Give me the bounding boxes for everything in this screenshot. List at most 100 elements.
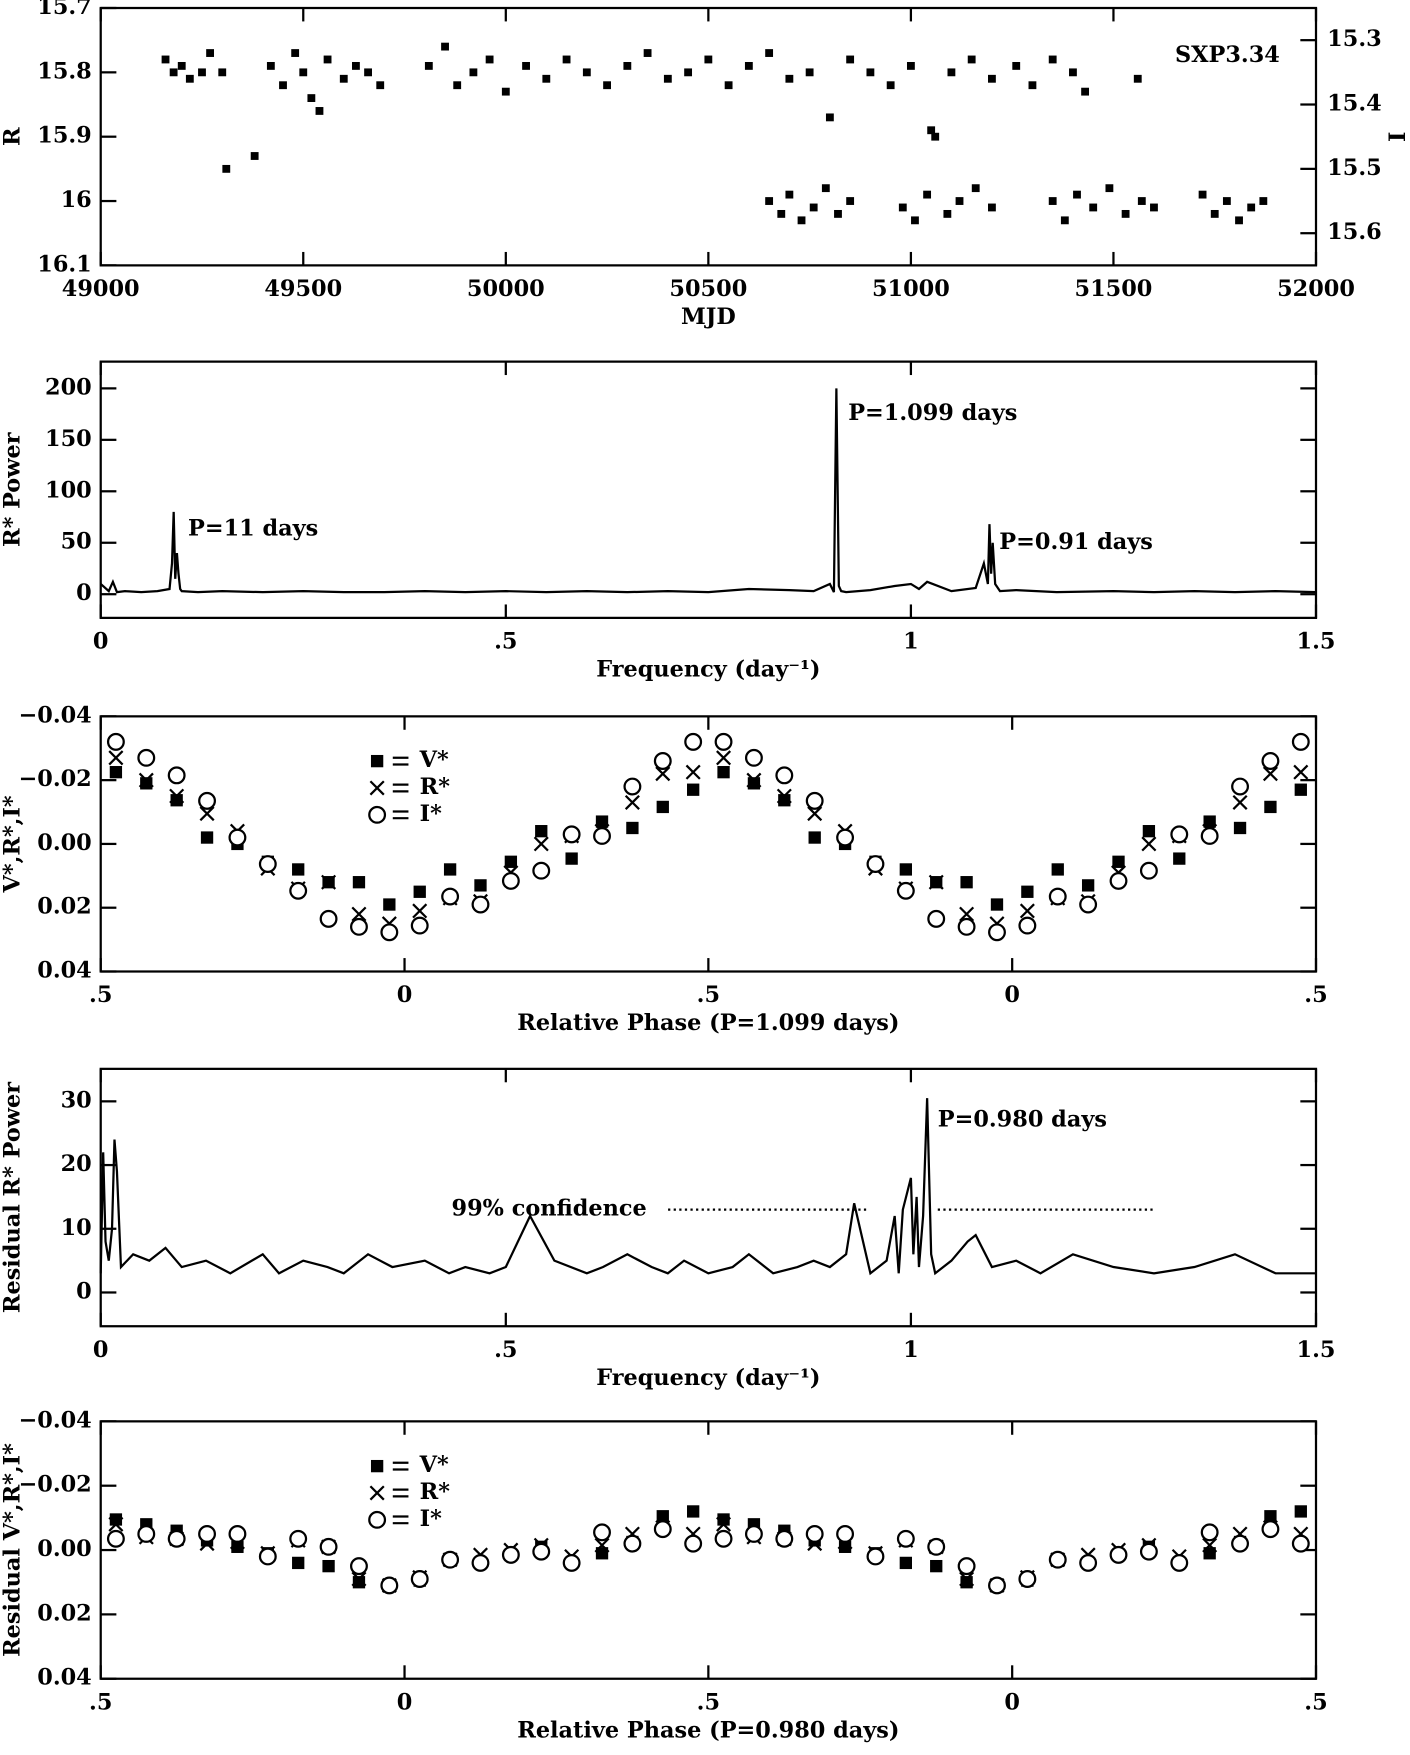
y-axis-title: V*,R*,I* [0,795,25,893]
y-tick-label: −0.04 [19,1407,92,1433]
x-tick-label: 0 [1004,1689,1020,1715]
point [1069,68,1077,77]
point [1137,197,1146,205]
point [1203,1547,1216,1560]
point [866,1547,885,1566]
point [471,1553,490,1572]
point [955,197,964,205]
point [471,895,490,914]
y-tick-label: 0.02 [37,894,92,920]
legend-marker [369,780,385,796]
point [137,1525,156,1543]
point [542,74,551,83]
point [1202,1537,1218,1553]
annotation: SXP3.34 [1175,42,1280,68]
point [931,132,940,141]
point [319,909,338,928]
point [319,1537,338,1556]
point [199,806,215,822]
point [1019,903,1035,919]
legend-equals [392,810,409,820]
point [106,732,125,751]
point [167,766,186,785]
y-tick-label: 15.9 [37,123,92,149]
point [1105,184,1114,193]
point [834,209,842,218]
point [352,61,360,70]
point [322,1559,335,1573]
point [185,74,194,83]
point [1222,197,1231,205]
point [501,87,510,96]
point [947,68,956,77]
plot-frame [99,715,1318,973]
x-tick-label: 51000 [872,276,950,302]
annotation: P=0.91 days [999,529,1153,555]
point [441,887,460,906]
plot-frame [99,1067,1318,1328]
y-tick-label: 16.1 [37,251,92,277]
x-tick-label: 49000 [62,276,140,302]
point [923,190,932,199]
point [653,1520,672,1539]
y2-axis-title: I [1385,131,1410,141]
y2-tick-label: 15.3 [1327,26,1382,52]
y-tick-label: 0.00 [37,1536,92,1562]
point [643,49,652,57]
legend-label: I* [420,801,442,827]
point [323,55,332,64]
point [266,61,275,70]
point [960,1576,973,1589]
point [988,203,996,212]
point [957,917,976,936]
point [911,216,919,225]
x-tick-label: 50500 [669,276,747,302]
point [846,197,855,205]
point [1259,197,1268,205]
point [1081,87,1090,96]
point [562,825,581,844]
y-tick-label: 15.8 [37,58,92,84]
point [1261,752,1280,770]
point [960,876,973,889]
spectrum-line [99,1098,1316,1276]
point [825,113,834,122]
point [410,1570,429,1588]
point [137,748,156,767]
point [441,42,449,51]
point [1294,783,1307,796]
point [501,1545,520,1564]
y-tick-label: 16 [61,187,92,213]
point [866,68,875,77]
annotation: P=11 days [188,515,318,541]
annotation: P=1.099 days [848,400,1017,426]
point [1150,203,1158,212]
point [775,766,794,785]
point [765,197,774,205]
point [218,68,227,77]
x-tick-label: 49500 [264,276,342,302]
point [1028,81,1037,90]
point [161,55,170,64]
point [896,1529,915,1548]
point [376,81,385,90]
point [785,190,794,199]
x-tick-label: 0 [397,982,413,1008]
point [351,906,367,922]
x-tick-label: .5 [1304,1689,1327,1715]
point [1200,827,1219,845]
y2-tick-label: 15.4 [1327,91,1382,117]
point [321,874,337,890]
legend-label: R* [420,774,451,800]
point [279,81,287,90]
x-tick-label: .5 [1304,982,1327,1008]
point [957,1557,976,1576]
point [169,788,185,804]
point [663,74,672,83]
point [1073,190,1081,199]
x-axis-title: Relative Phase (P=0.980 days) [517,1717,899,1743]
point [988,74,996,83]
x-axis-title: Frequency (day⁻¹) [596,656,820,682]
point [169,68,178,77]
point [1247,203,1256,212]
